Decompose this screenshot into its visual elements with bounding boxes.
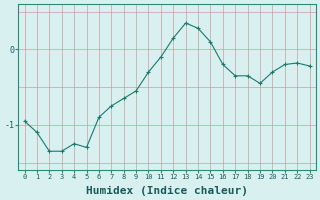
X-axis label: Humidex (Indice chaleur): Humidex (Indice chaleur) (86, 186, 248, 196)
